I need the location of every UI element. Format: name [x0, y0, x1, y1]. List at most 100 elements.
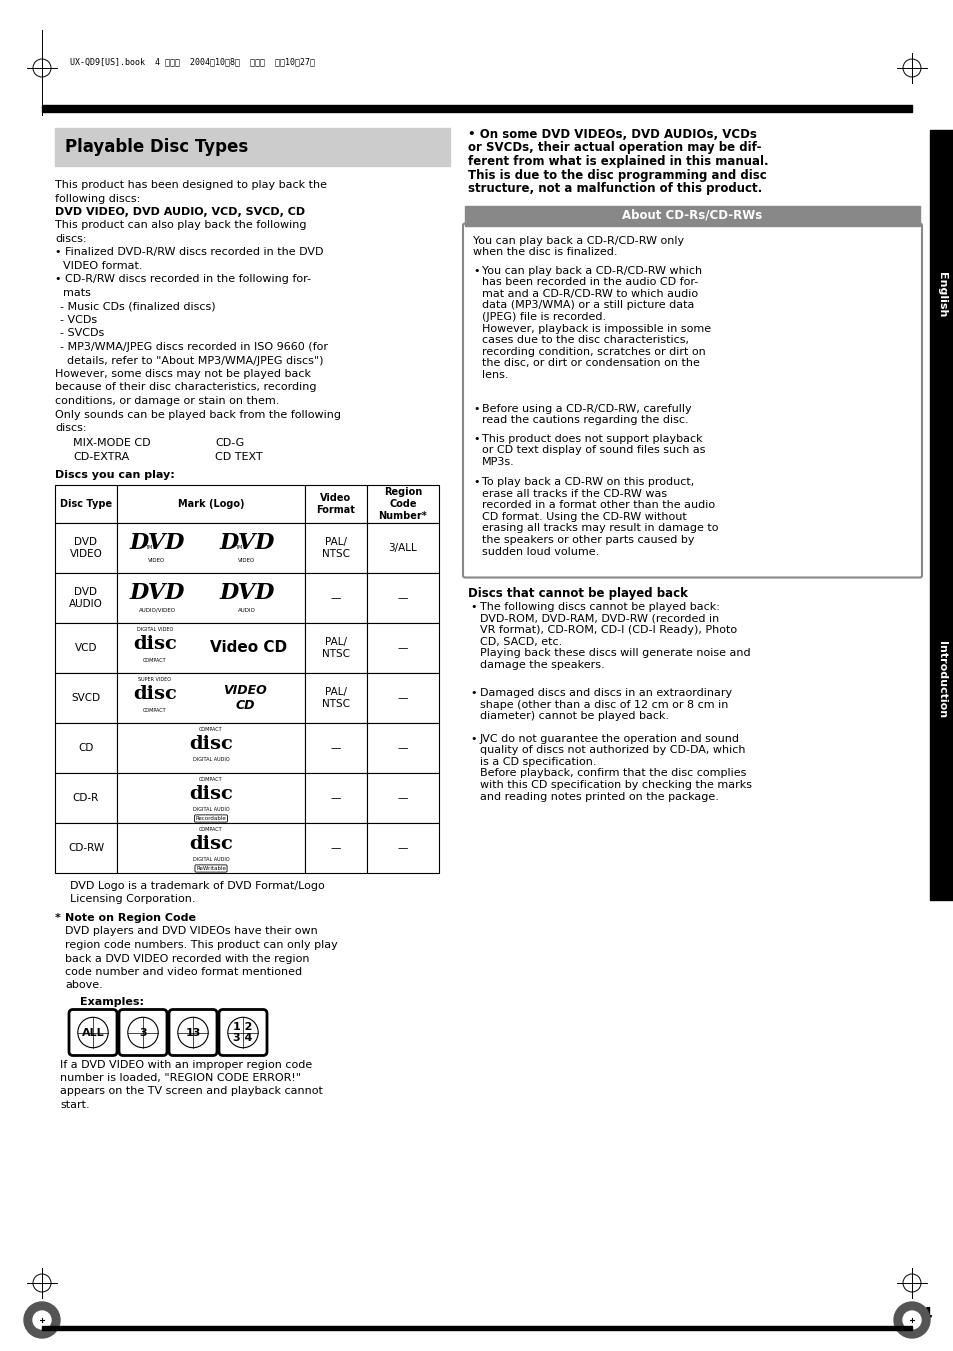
Text: Before using a CD-R/CD-RW, carefully
read the cautions regarding the disc.: Before using a CD-R/CD-RW, carefully rea…	[481, 404, 691, 426]
Bar	[117, 523, 305, 573]
Text: disc: disc	[132, 635, 176, 653]
Text: This product has been designed to play back the: This product has been designed to play b…	[55, 180, 327, 190]
Text: 1 2
3 4: 1 2 3 4	[233, 1021, 253, 1043]
Bar	[55, 623, 117, 673]
Text: code number and video format mentioned: code number and video format mentioned	[65, 967, 302, 977]
Text: VIDEO: VIDEO	[238, 558, 255, 563]
Bar	[305, 623, 367, 673]
FancyBboxPatch shape	[69, 1009, 117, 1055]
FancyBboxPatch shape	[169, 1009, 216, 1055]
Text: back a DVD VIDEO recorded with the region: back a DVD VIDEO recorded with the regio…	[65, 954, 309, 963]
Text: To play back a CD-RW on this product,
erase all tracks if the CD-RW was
recorded: To play back a CD-RW on this product, er…	[481, 477, 718, 557]
Text: Introduction: Introduction	[936, 642, 946, 719]
Bar	[42, 1325, 911, 1329]
Text: structure, not a malfunction of this product.: structure, not a malfunction of this pro…	[468, 182, 761, 195]
Text: This product does not support playback
or CD text display of sound files such as: This product does not support playback o…	[481, 434, 705, 466]
Bar	[464, 205, 919, 226]
Text: DIGITAL AUDIO: DIGITAL AUDIO	[193, 757, 229, 762]
Text: Discs that cannot be played back: Discs that cannot be played back	[468, 586, 687, 600]
Text: following discs:: following discs:	[55, 193, 140, 204]
Text: - MP3/WMA/JPEG discs recorded in ISO 9660 (for: - MP3/WMA/JPEG discs recorded in ISO 966…	[60, 342, 328, 353]
Text: Video
Format: Video Format	[316, 493, 355, 515]
Bar	[367, 623, 438, 673]
Text: PAL/
NTSC: PAL/ NTSC	[322, 538, 350, 559]
Text: number is loaded, "REGION CODE ERROR!": number is loaded, "REGION CODE ERROR!"	[60, 1073, 301, 1084]
Text: Discs you can play:: Discs you can play:	[55, 470, 174, 480]
Text: —: —	[397, 693, 408, 703]
Bar	[305, 673, 367, 723]
Text: This is due to the disc programming and disc: This is due to the disc programming and …	[468, 169, 766, 181]
Text: or SVCDs, their actual operation may be dif-: or SVCDs, their actual operation may be …	[468, 142, 760, 154]
Bar	[367, 723, 438, 773]
Bar	[305, 823, 367, 873]
Text: DVD: DVD	[130, 532, 185, 554]
Bar	[367, 773, 438, 823]
Text: COMPACT: COMPACT	[143, 658, 167, 663]
Text: SVCD: SVCD	[71, 693, 100, 703]
Text: region code numbers. This product can only play: region code numbers. This product can on…	[65, 940, 337, 950]
Text: 13: 13	[185, 1028, 200, 1038]
Text: Video CD: Video CD	[211, 640, 287, 655]
Text: ReWritable: ReWritable	[196, 866, 226, 871]
Text: You can play back a CD-R/CD-RW only
when the disc is finalized.: You can play back a CD-R/CD-RW only when…	[473, 235, 683, 257]
Text: ferent from what is explained in this manual.: ferent from what is explained in this ma…	[468, 155, 768, 168]
Text: AUDIO/VIDEO: AUDIO/VIDEO	[138, 608, 175, 613]
Bar	[55, 823, 117, 873]
Text: VCD: VCD	[74, 643, 97, 653]
Bar	[55, 485, 117, 523]
Text: Damaged discs and discs in an extraordinary
shape (other than a disc of 12 cm or: Damaged discs and discs in an extraordin…	[479, 688, 731, 721]
Text: discs:: discs:	[55, 423, 87, 434]
Text: CD TEXT: CD TEXT	[214, 453, 262, 462]
Bar	[305, 485, 367, 523]
Text: VIDEO
CD: VIDEO CD	[223, 684, 267, 712]
Text: CD-G: CD-G	[214, 439, 244, 449]
Bar	[367, 673, 438, 723]
Circle shape	[33, 1310, 51, 1329]
Text: 3/ALL: 3/ALL	[388, 543, 416, 553]
Text: - VCDs: - VCDs	[60, 315, 97, 326]
Text: PAL/
NTSC: PAL/ NTSC	[322, 688, 350, 709]
Bar	[367, 573, 438, 623]
Bar	[367, 485, 438, 523]
Text: Playable Disc Types: Playable Disc Types	[65, 138, 248, 155]
Text: Examples:: Examples:	[80, 997, 144, 1006]
Text: —: —	[397, 593, 408, 603]
Text: DVD
AUDIO: DVD AUDIO	[69, 588, 103, 609]
Text: •: •	[470, 734, 476, 743]
Text: *: *	[55, 913, 65, 923]
Text: VIDEO: VIDEO	[149, 558, 166, 563]
Text: CD-RW: CD-RW	[68, 843, 104, 852]
Text: discs:: discs:	[55, 234, 87, 245]
Text: COMPACT: COMPACT	[143, 708, 167, 713]
Bar	[117, 673, 305, 723]
Bar	[117, 485, 305, 523]
Circle shape	[24, 1302, 60, 1337]
Text: —: —	[397, 843, 408, 852]
Text: Region
Code
Number*: Region Code Number*	[378, 488, 427, 520]
Bar	[42, 105, 911, 112]
Text: •: •	[470, 603, 476, 612]
Text: —: —	[331, 593, 341, 603]
Text: DIGITAL AUDIO: DIGITAL AUDIO	[193, 857, 229, 862]
Circle shape	[893, 1302, 929, 1337]
Text: DVD
VIDEO: DVD VIDEO	[70, 538, 102, 559]
Text: About CD-Rs/CD-RWs: About CD-Rs/CD-RWs	[621, 209, 761, 222]
Text: Recordable: Recordable	[195, 816, 226, 821]
Text: The following discs cannot be played back:
DVD-ROM, DVD-RAM, DVD-RW (recorded in: The following discs cannot be played bac…	[479, 603, 750, 670]
Text: ALL: ALL	[82, 1028, 104, 1038]
Bar	[367, 523, 438, 573]
Text: •: •	[470, 688, 476, 698]
Text: COMPACT: COMPACT	[199, 827, 223, 832]
Text: However, some discs may not be played back: However, some discs may not be played ba…	[55, 369, 311, 380]
Text: because of their disc characteristics, recording: because of their disc characteristics, r…	[55, 382, 316, 393]
Bar	[305, 523, 367, 573]
Text: start.: start.	[60, 1100, 90, 1111]
Text: Disc Type: Disc Type	[60, 499, 112, 509]
Text: DVD: DVD	[130, 582, 185, 604]
Text: disc: disc	[132, 685, 176, 703]
Text: disc: disc	[189, 835, 233, 852]
Bar	[929, 459, 953, 900]
Text: MIX-MODE CD: MIX-MODE CD	[73, 439, 151, 449]
Text: - Music CDs (finalized discs): - Music CDs (finalized discs)	[60, 301, 215, 312]
Text: •: •	[473, 477, 479, 486]
